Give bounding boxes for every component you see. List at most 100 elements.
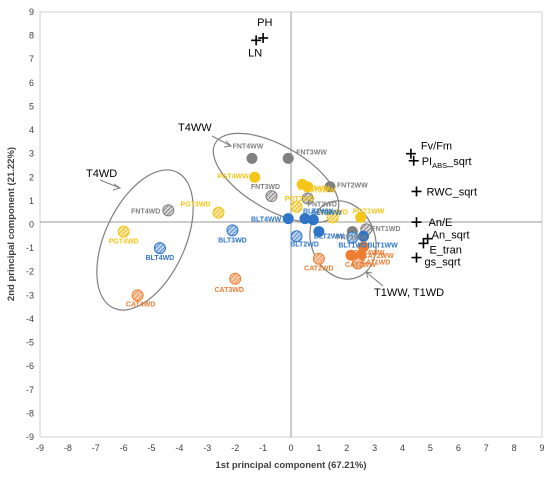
score-point-cat2wd xyxy=(312,252,325,265)
x-tick-label: -6 xyxy=(120,443,128,453)
y-axis-title: 2nd principal component (21.22%) xyxy=(6,147,17,301)
loading-label: PIABS_sqrt xyxy=(422,156,472,170)
x-tick-label: 7 xyxy=(484,443,489,453)
score-label-pgt4ww: PGT4WW xyxy=(217,173,249,180)
score-point-blt3ww xyxy=(299,213,311,225)
score-point-cat4ww xyxy=(358,241,370,253)
y-tick-labels: -9 -8 -7 -6 -5 -4 -3 -2 -1 0 1 2 3 4 5 6 7 8 9 xyxy=(26,7,34,442)
arrow-t4wd-head xyxy=(112,183,122,191)
score-point-fnt2ww xyxy=(324,181,336,193)
loading-fv-fm: Fv/Fm xyxy=(405,141,452,159)
score-point-cat3wd xyxy=(229,272,242,285)
y-tick-label: 3 xyxy=(29,149,34,159)
loading-label: LN xyxy=(248,47,262,59)
score-label-blt1ww: BLT1WW xyxy=(368,242,399,249)
y-tick-label: -3 xyxy=(26,290,34,300)
y-tick-label: -1 xyxy=(26,243,34,253)
arrow-t4wd xyxy=(99,179,121,189)
arrow-t1 xyxy=(365,271,384,287)
x-tick-label: 1 xyxy=(316,443,321,453)
loading-label: RWC_sqrt xyxy=(427,186,478,198)
score-point-fnt3wd xyxy=(265,190,278,203)
y-tick-label: -7 xyxy=(26,385,34,395)
score-point-pgt3ww xyxy=(302,181,314,193)
score-label-blt1wd: BLT1WD xyxy=(338,242,367,249)
x-tick-label: -4 xyxy=(175,443,183,453)
loading-rwc-sqrt: RWC_sqrt xyxy=(411,186,478,198)
arrow-t4ww-head xyxy=(223,140,233,148)
x-tick-label: -7 xyxy=(92,443,100,453)
score-label-pgt1ww: PGT1WW xyxy=(353,208,385,215)
score-label-cat2ww: CAT2WW xyxy=(363,253,394,260)
score-point-blt3wd xyxy=(226,224,239,237)
loading-label: An_sqrt xyxy=(432,230,470,242)
score-label-pgt3ww: PGT3WW xyxy=(304,188,336,195)
loading-an-e: An/E xyxy=(411,217,452,229)
x-tick-label: -5 xyxy=(148,443,156,453)
x-axis-title: 1st principal component (67.21%) xyxy=(216,460,367,471)
annotation-t1: T1WW, T1WD xyxy=(374,287,444,299)
x-tick-label: 3 xyxy=(372,443,377,453)
score-label-blt2wd: BLT2WD xyxy=(290,241,319,248)
score-point-cat1wd xyxy=(351,257,364,270)
score-label-fnt2wd: FNT2WD xyxy=(308,202,337,209)
loading-ln: LN xyxy=(248,35,262,59)
score-point-blt2wd xyxy=(290,230,303,243)
score-point-cat1ww xyxy=(345,249,357,261)
y-tick-label: 5 xyxy=(29,101,34,111)
arrow-t4ww xyxy=(211,135,232,147)
score-label-pgt3ww: PGT3WW xyxy=(298,185,330,192)
arrow-t1-head xyxy=(365,271,373,279)
score-label-blt2ww: BLT2WW xyxy=(314,234,345,241)
y-tick-label: -9 xyxy=(26,432,34,442)
y-tick-label: 1 xyxy=(29,196,34,206)
y-tick-label: 4 xyxy=(29,125,34,135)
loading-an-sqrt: An_sqrt xyxy=(422,230,470,244)
score-label-pgt3wd: PGT3WD xyxy=(181,202,211,209)
score-label-cat2wd: CAT2WD xyxy=(304,266,333,273)
x-tick-label: -3 xyxy=(203,443,211,453)
score-point-pgt2wd xyxy=(290,200,303,213)
score-point-pgt4wd xyxy=(117,225,130,238)
y-tick-label: 2 xyxy=(29,172,34,182)
score-label-cat4ww: CAT4WW xyxy=(354,250,385,257)
loading-pi: PIABS_sqrt xyxy=(408,155,472,170)
score-points xyxy=(117,152,373,302)
score-point-blt1ww xyxy=(358,230,370,242)
x-tick-label: 5 xyxy=(428,443,433,453)
y-tick-label: 8 xyxy=(29,31,34,41)
y-tick-label: -5 xyxy=(26,338,34,348)
score-label-blt3ww: BLT3WW xyxy=(303,209,334,216)
score-point-fnt3ww xyxy=(282,152,294,164)
x-tick-labels: -9 -8 -7 -6 -5 -4 -3 -2 -1 0 1 2 3 4 5 6 7 8 9 xyxy=(36,443,545,453)
y-tick-label: 0 xyxy=(29,220,34,230)
score-point-pgt3wd xyxy=(212,206,225,219)
score-point-fnt2wd xyxy=(301,192,314,205)
loading-label: Fv/Fm xyxy=(421,141,452,153)
annotation-arrows xyxy=(99,135,384,287)
loading-label: gs_sqrt xyxy=(425,257,461,269)
annotation-t4ww: T4WW xyxy=(178,122,212,134)
score-label-blt4wd: BLT4WD xyxy=(146,255,175,262)
score-label-cat4wd: CAT4WD xyxy=(126,301,155,308)
loading-markers: PH LN Fv/Fm PIABS_sqrt RWC_sqrt An/EAn_sqrt E_… xyxy=(248,17,477,269)
x-tick-label: 6 xyxy=(456,443,461,453)
score-label-fnt4wd: FNT4WD xyxy=(131,208,160,215)
y-tick-label: 9 xyxy=(29,7,34,17)
score-label-blt3ww: BLT3WW xyxy=(311,210,342,217)
x-tick-label: 8 xyxy=(512,443,517,453)
score-label-fnt4ww: FNT4WW xyxy=(233,143,264,150)
score-label-pgt1wd: PGT1WD xyxy=(318,209,348,216)
ellipse-t1 xyxy=(309,200,377,280)
score-label-pgt4wd: PGT4WD xyxy=(109,239,139,246)
annotation-t4wd: T4WD xyxy=(86,168,117,180)
score-label-cat1ww: CAT1WW xyxy=(345,262,376,269)
score-label-fnt1wd: FNT1WD xyxy=(371,226,400,233)
x-tick-label: -9 xyxy=(36,443,44,453)
y-tick-label: 7 xyxy=(29,54,34,64)
score-point-blt3ww xyxy=(307,214,319,226)
x-tick-label: 4 xyxy=(400,443,405,453)
x-tick-label: 9 xyxy=(539,443,544,453)
score-point-blt1wd xyxy=(346,231,359,244)
